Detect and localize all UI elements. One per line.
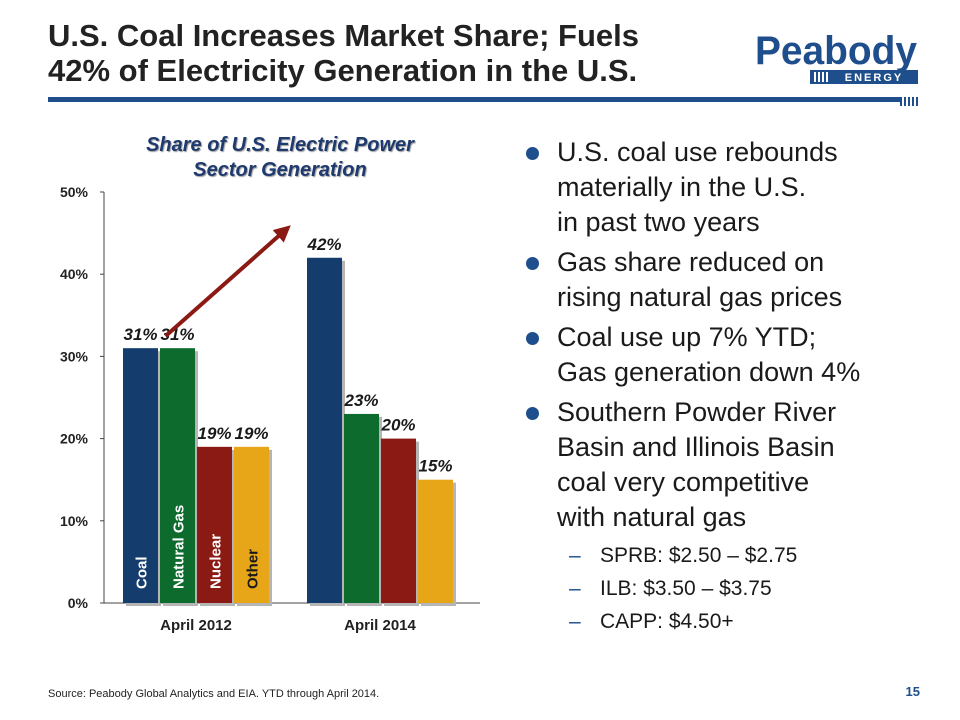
- page-number: 15: [905, 684, 920, 699]
- trend-arrow: [164, 225, 291, 338]
- bullet-list: U.S. coal use rebounds materially in the…: [520, 135, 950, 643]
- logo-wordmark: Peabody: [755, 29, 918, 73]
- bullet-item: Coal use up 7% YTD; Gas generation down …: [520, 320, 950, 390]
- series-label: Other: [245, 549, 262, 589]
- bar: [418, 479, 453, 603]
- dash-icon: –: [569, 610, 581, 633]
- title-rule-ticks: [900, 97, 920, 106]
- bar: [160, 348, 195, 603]
- data-label: 31%: [160, 325, 194, 344]
- x-category-label: April 2012: [160, 617, 232, 634]
- slide-title: U.S. Coal Increases Market Share; Fuels …: [48, 18, 748, 88]
- title-rule: [48, 97, 900, 102]
- sub-bullet-item: – ILB: $3.50 – $3.75: [520, 577, 950, 601]
- x-category-label: April 2014: [344, 617, 416, 634]
- bullet-item: Southern Powder River Basin and Illinois…: [520, 395, 950, 535]
- bullet-dot-icon: [526, 407, 539, 420]
- chart-title-line: Sector Generation: [193, 159, 367, 181]
- data-label: 19%: [197, 424, 231, 443]
- y-tick-label: 10%: [60, 513, 89, 529]
- bullet-text: Southern Powder River: [557, 397, 837, 427]
- bar: [234, 446, 269, 603]
- series-label: Natural Gas: [171, 505, 188, 589]
- bar: [307, 257, 342, 603]
- y-tick-label: 30%: [60, 348, 89, 364]
- sub-bullet-item: – SPRB: $2.50 – $2.75: [520, 544, 950, 568]
- series-label: Nuclear: [208, 534, 225, 589]
- bullet-item: U.S. coal use rebounds materially in the…: [520, 135, 950, 240]
- bullet-dot-icon: [526, 147, 539, 160]
- source-footnote: Source: Peabody Global Analytics and EIA…: [48, 688, 380, 700]
- y-tick-label: 20%: [60, 431, 89, 447]
- slide-title-line: 42% of Electricity Generation in the U.S…: [48, 53, 638, 88]
- bar: [123, 348, 158, 603]
- logo-subword: ENERGY: [845, 72, 903, 84]
- chart-title: Share of U.S. Electric Power Sector Gene…: [80, 133, 480, 183]
- sub-bullet-text: CAPP: $4.50+: [600, 610, 734, 633]
- share-bar-chart: 0% 10% 20% 30% 40% 50% 31% Coal 31% Natural Gas 19…: [60, 184, 480, 634]
- bar: [197, 446, 232, 603]
- dash-icon: –: [569, 577, 581, 600]
- bullet-text: with natural gas: [557, 502, 747, 532]
- data-label: 23%: [343, 391, 378, 410]
- chart-title-line: Share of U.S. Electric Power: [146, 134, 414, 156]
- data-label: 42%: [306, 235, 341, 254]
- bullet-dot-icon: [526, 332, 539, 345]
- bar: [381, 438, 416, 603]
- sub-bullet-text: ILB: $3.50 – $3.75: [600, 577, 772, 600]
- data-label: 19%: [234, 424, 268, 443]
- bullet-text: Gas generation down 4%: [557, 357, 861, 387]
- y-tick-label: 0%: [68, 595, 89, 611]
- data-label: 31%: [123, 325, 157, 344]
- peabody-logo: Peabody ENERGY: [755, 29, 918, 84]
- series-label: Coal: [134, 556, 151, 589]
- bullet-item: Gas share reduced on rising natural gas …: [520, 245, 950, 315]
- bullet-text: in past two years: [557, 207, 760, 237]
- bullet-text: Coal use up 7% YTD;: [557, 322, 817, 352]
- sub-bullet-text: SPRB: $2.50 – $2.75: [600, 544, 798, 567]
- data-label: 15%: [418, 457, 452, 476]
- bar: [344, 413, 379, 603]
- slide-title-line: U.S. Coal Increases Market Share; Fuels: [48, 18, 639, 53]
- bullet-text: U.S. coal use rebounds: [557, 137, 838, 167]
- data-label: 20%: [380, 416, 415, 435]
- y-tick-label: 40%: [60, 266, 89, 282]
- y-tick-label: 50%: [60, 184, 89, 200]
- bullet-text: coal very competitive: [557, 467, 810, 497]
- bullet-text: Gas share reduced on: [557, 247, 825, 277]
- bullet-dot-icon: [526, 257, 539, 270]
- bullet-text: Basin and Illinois Basin: [557, 432, 835, 462]
- dash-icon: –: [569, 544, 581, 567]
- bullet-text: rising natural gas prices: [557, 282, 843, 312]
- bullet-text: materially in the U.S.: [557, 172, 807, 202]
- sub-bullet-item: – CAPP: $4.50+: [520, 610, 950, 634]
